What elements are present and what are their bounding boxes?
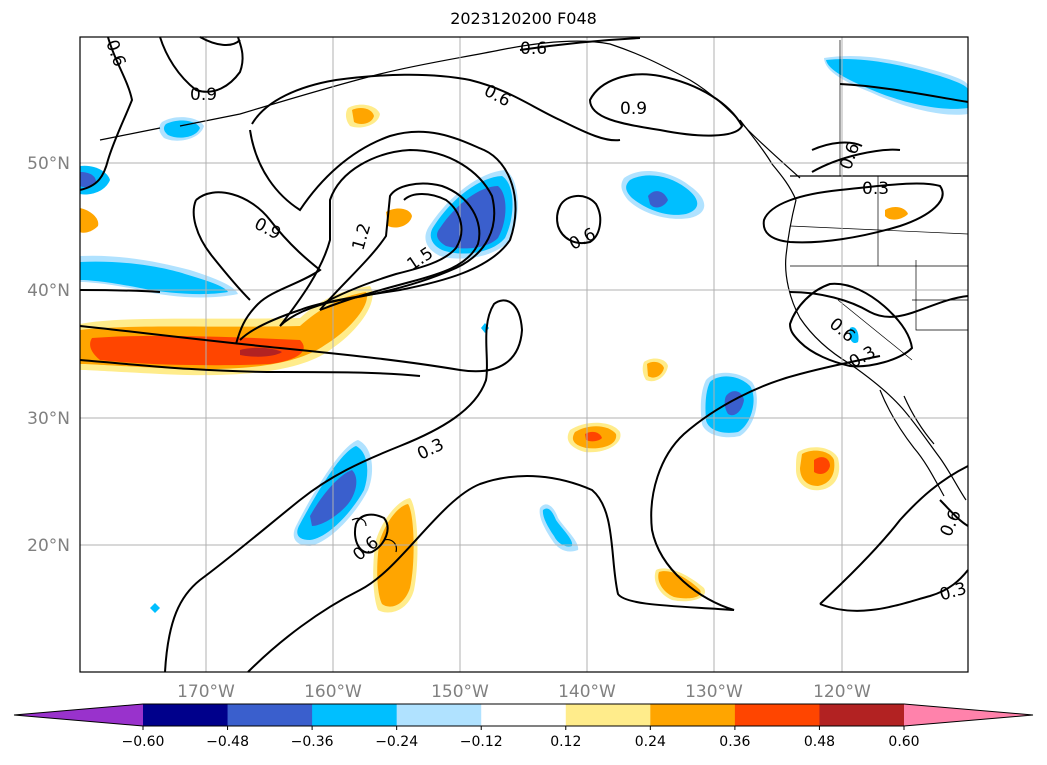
contour-label: 1.2 [349, 221, 376, 253]
colorbar-tick-label: −0.60 [122, 734, 165, 750]
colorbar-segment [650, 704, 736, 726]
contour-label: 0.9 [620, 99, 647, 119]
lon-label-140w: 140°W [558, 682, 616, 702]
lon-label-170w: 170°W [177, 682, 235, 702]
contour-label: 0.6 [566, 224, 599, 254]
contour-label: 0.3 [937, 579, 969, 606]
lat-label-40n: 40°N [27, 281, 70, 301]
shade-orange-band-strong [90, 335, 304, 366]
lon-label-130w: 130°W [685, 682, 743, 702]
contour-0.9-loop [192, 191, 322, 345]
contour-1.2 [279, 148, 496, 327]
colorbar-tick-label: 0.60 [888, 734, 919, 750]
latitude-labels: 50°N 40°N 30°N 20°N [27, 154, 70, 556]
colorbar-segment [734, 704, 820, 726]
colorbar-extend-low [14, 704, 143, 726]
contour-0.6-ring [555, 195, 602, 244]
colorbar-tick-label: 0.24 [635, 734, 666, 750]
contour-0.9-ne [588, 73, 744, 137]
contour-label: 0.3 [846, 342, 879, 372]
colorbar-segment [565, 704, 651, 726]
contour-0.6-ca [811, 141, 863, 151]
contour-0.3-se [788, 148, 914, 368]
shade-orange-inland [885, 207, 908, 220]
colorbar-tick-label: −0.12 [460, 734, 503, 750]
us-west-coast [785, 199, 967, 501]
colorbar-tick-label: 0.36 [719, 734, 750, 750]
contour-east-loop [762, 182, 944, 244]
hawaii [351, 517, 397, 553]
colorbar: −0.60 −0.48 −0.36 −0.24 −0.12 0.12 0.24 0.36 0.4… [13, 703, 1034, 750]
lat-label-20n: 20°N [27, 536, 70, 556]
contour-label: 0.3 [862, 179, 889, 199]
colorbar-tick-label: 0.48 [804, 734, 835, 750]
contour-0.9-nw [159, 36, 244, 93]
contour-0.6-top-right [839, 83, 969, 103]
contour-0.6-inland [789, 291, 969, 318]
bc-coast [739, 119, 797, 201]
lon-label-120w: 120°W [813, 682, 871, 702]
contour-1.5 [319, 182, 481, 311]
contour-label: 0.6 [520, 39, 547, 59]
colorbar-tick-label: −0.24 [375, 734, 418, 750]
contour-label: 0.3 [414, 435, 447, 465]
contour-0.6-nw [79, 36, 134, 191]
colorbar-tick-label: −0.48 [206, 734, 249, 750]
lat-label-50n: 50°N [27, 154, 70, 174]
lon-label-150w: 150°W [431, 682, 489, 702]
colorbar-tick-label: −0.36 [291, 734, 334, 750]
colorbar-segment [396, 704, 482, 726]
contour-1.5-inner [321, 193, 463, 305]
shade-dot-a [150, 603, 160, 613]
colorbar-segment [481, 704, 567, 726]
contour-0.3-se-coast [819, 465, 969, 612]
map-frame [79, 36, 969, 673]
map-title: 2023120200 F048 [450, 9, 597, 28]
shade-dot-c [849, 327, 859, 344]
contours [79, 36, 969, 673]
contour-label: 0.9 [251, 214, 284, 244]
contour-label: 0.9 [190, 85, 217, 105]
shade-blue-blob-strong [437, 186, 506, 249]
colorbar-segment [227, 704, 313, 726]
colorbar-segment [312, 704, 398, 726]
colorbar-segment [819, 704, 905, 726]
inland-borders [790, 40, 968, 361]
contour-label: 0.6 [101, 37, 129, 69]
contour-0.3-main [79, 289, 524, 673]
shade-red-core [240, 347, 282, 357]
contour-label: 0.6 [937, 507, 966, 540]
shade-orange-mid [386, 208, 412, 228]
lon-label-160w: 160°W [304, 682, 362, 702]
contour-0.6-se-edge [939, 499, 969, 527]
shade-blue-band-mid [80, 261, 228, 295]
shaded-field [80, 55, 968, 613]
alaska-coast [259, 40, 801, 179]
colorbar-segment [143, 704, 229, 726]
baja-peninsula [879, 389, 945, 497]
longitude-labels: 170°W 160°W 150°W 140°W 130°W 120°W [177, 682, 871, 702]
shade-orange-west-edge [80, 208, 99, 233]
state-border-ca [789, 225, 969, 301]
colorbar-extend-high [904, 704, 1033, 726]
aleutian-chain [99, 107, 261, 141]
contour-0.6-hawaii [354, 513, 389, 554]
colorbar-tick-label: 0.12 [550, 734, 581, 750]
lat-label-30n: 30°N [27, 409, 70, 429]
contour-0.3-lower [79, 355, 881, 673]
contour-0.6-north [199, 36, 641, 142]
